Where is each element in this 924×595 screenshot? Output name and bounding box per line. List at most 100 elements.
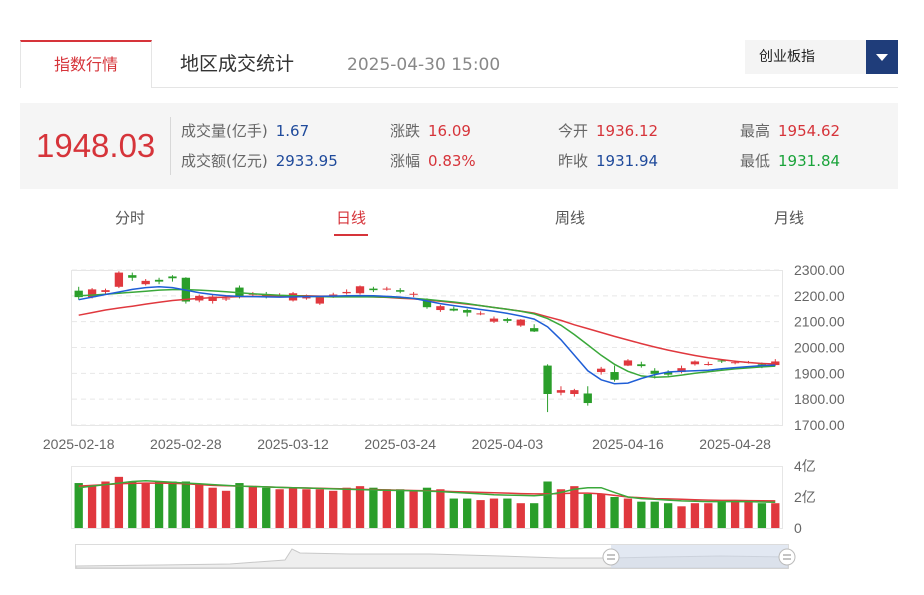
volume-bar[interactable] xyxy=(369,487,378,528)
candle-body[interactable] xyxy=(436,306,445,311)
candle-body[interactable] xyxy=(610,372,619,380)
candle-body[interactable] xyxy=(704,364,713,366)
volume-bar[interactable] xyxy=(101,481,110,529)
volume-bar[interactable] xyxy=(476,500,485,528)
candle-body[interactable] xyxy=(382,288,391,290)
volume-bar[interactable] xyxy=(543,481,552,529)
candle-body[interactable] xyxy=(596,368,606,373)
volume-bar[interactable] xyxy=(583,493,592,528)
volume-bar[interactable] xyxy=(409,490,418,528)
candle-body[interactable] xyxy=(463,310,472,313)
volume-bar[interactable] xyxy=(74,483,83,528)
volume-bar[interactable] xyxy=(757,503,767,528)
period-tab-weekly[interactable]: 周线 xyxy=(554,209,585,227)
candle-body[interactable] xyxy=(623,360,633,366)
volume-bar[interactable] xyxy=(650,501,659,528)
candle-body[interactable] xyxy=(342,291,351,294)
candle-body[interactable] xyxy=(208,296,217,301)
candle-body[interactable] xyxy=(690,361,700,365)
candle-body[interactable] xyxy=(315,297,324,304)
volume-bar[interactable] xyxy=(704,503,713,528)
volume-bar[interactable] xyxy=(262,487,271,528)
chevron-down-icon[interactable] xyxy=(866,40,898,74)
volume-bar[interactable] xyxy=(221,490,231,528)
candle-body[interactable] xyxy=(396,290,405,292)
volume-bar[interactable] xyxy=(663,503,673,528)
candle-body[interactable] xyxy=(141,280,150,285)
candle-body[interactable] xyxy=(221,298,231,300)
volume-bar[interactable] xyxy=(503,498,512,528)
candle-body[interactable] xyxy=(717,360,726,362)
navigator-left-handle-icon[interactable] xyxy=(602,548,620,566)
volume-bar[interactable] xyxy=(342,487,351,528)
volume-bar[interactable] xyxy=(556,489,566,528)
volume-bar[interactable] xyxy=(489,498,499,528)
volume-bar[interactable] xyxy=(315,489,324,528)
volume-bar[interactable] xyxy=(235,483,244,528)
index-select[interactable]: 创业板指 xyxy=(745,40,898,74)
candle-body[interactable] xyxy=(530,328,539,332)
volume-bar[interactable] xyxy=(302,489,311,528)
volume-bar[interactable] xyxy=(128,481,137,529)
navigator-right-handle-icon[interactable] xyxy=(778,548,796,566)
volume-bar[interactable] xyxy=(570,486,579,528)
candle-body[interactable] xyxy=(168,276,177,279)
period-tab-monthly[interactable]: 月线 xyxy=(773,209,804,227)
candle-body[interactable] xyxy=(154,279,164,282)
volume-bar[interactable] xyxy=(114,476,124,528)
volume-bar[interactable] xyxy=(87,486,97,528)
candle-body[interactable] xyxy=(570,390,579,394)
volume-bar[interactable] xyxy=(771,503,780,528)
volume-bar[interactable] xyxy=(516,503,525,528)
candle-body[interactable] xyxy=(730,362,740,364)
candle-body[interactable] xyxy=(556,390,566,393)
candle-body[interactable] xyxy=(489,318,499,322)
volume-bar[interactable] xyxy=(623,498,633,528)
candle-body[interactable] xyxy=(422,299,432,308)
candle-body[interactable] xyxy=(650,370,659,374)
volume-bar[interactable] xyxy=(596,493,606,528)
volume-bar[interactable] xyxy=(422,487,432,528)
candle-body[interactable] xyxy=(583,393,592,404)
volume-bar[interactable] xyxy=(141,483,150,528)
candle-body[interactable] xyxy=(101,290,110,292)
candle-body[interactable] xyxy=(87,289,97,298)
volume-bar[interactable] xyxy=(610,497,619,528)
candle-body[interactable] xyxy=(114,272,124,287)
volume-bar[interactable] xyxy=(690,503,700,528)
volume-bar[interactable] xyxy=(436,489,445,528)
volume-bar[interactable] xyxy=(329,490,338,528)
candle-body[interactable] xyxy=(543,365,552,394)
volume-bar[interactable] xyxy=(463,498,472,528)
volume-bar[interactable] xyxy=(637,501,646,528)
volume-bar[interactable] xyxy=(717,500,726,528)
volume-bar[interactable] xyxy=(530,503,539,528)
volume-bar[interactable] xyxy=(181,481,191,529)
volume-bar[interactable] xyxy=(449,498,458,528)
candle-body[interactable] xyxy=(503,319,512,321)
candle-body[interactable] xyxy=(476,313,485,315)
volume-bar[interactable] xyxy=(396,489,405,528)
tab-index-quotes[interactable]: 指数行情 xyxy=(20,40,152,88)
candle-body[interactable] xyxy=(302,296,311,299)
candle-body[interactable] xyxy=(516,319,525,326)
volume-bar[interactable] xyxy=(275,489,284,528)
volume-bar[interactable] xyxy=(730,501,740,528)
period-tab-daily[interactable]: 日线 xyxy=(334,198,368,238)
candle-body[interactable] xyxy=(369,288,378,291)
candle-body[interactable] xyxy=(663,372,673,375)
candle-body[interactable] xyxy=(128,275,137,278)
period-tab-intraday[interactable]: 分时 xyxy=(114,209,145,227)
volume-bar[interactable] xyxy=(208,487,217,528)
volume-bar[interactable] xyxy=(355,486,365,528)
volume-bar[interactable] xyxy=(248,486,258,528)
volume-bar[interactable] xyxy=(195,484,204,528)
candle-body[interactable] xyxy=(637,364,646,367)
navigator-selection[interactable] xyxy=(611,545,788,568)
volume-bar[interactable] xyxy=(744,501,753,528)
volume-bar[interactable] xyxy=(288,487,298,528)
candle-body[interactable] xyxy=(355,286,365,294)
candle-body[interactable] xyxy=(409,293,418,295)
volume-bar[interactable] xyxy=(168,481,177,529)
